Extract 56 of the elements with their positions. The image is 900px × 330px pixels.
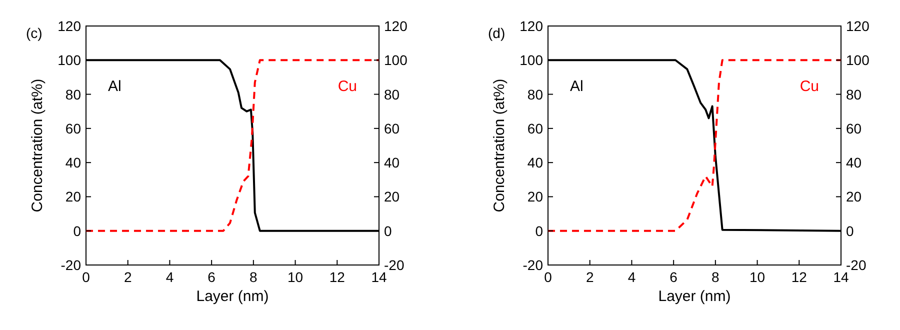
y-tick-label: 120 <box>58 18 82 34</box>
y2-tick-label: 0 <box>846 222 854 239</box>
series-label: Al <box>108 78 122 95</box>
y-tick-label: 0 <box>73 222 82 239</box>
x-tick-label: 8 <box>712 269 720 285</box>
chart-title: (d) <box>488 25 506 41</box>
y-tick-label: 20 <box>527 188 544 205</box>
x-tick-label: 10 <box>749 269 766 285</box>
y2-tick-label: 80 <box>846 86 862 102</box>
y-tick-label: 80 <box>527 86 544 102</box>
y2-tick-label: 40 <box>384 154 400 171</box>
y2-tick-label: 20 <box>846 188 862 205</box>
series-label: Al <box>570 78 584 95</box>
y2-tick-label: 80 <box>384 86 400 102</box>
y2-tick-label: 100 <box>846 52 870 68</box>
series-label: Cu <box>338 78 357 95</box>
y-tick-label: 80 <box>65 86 82 102</box>
x-tick-label: 10 <box>287 269 304 285</box>
x-tick-label: 2 <box>586 269 594 285</box>
y2-tick-label: 40 <box>846 154 862 171</box>
x-tick-label: 6 <box>208 269 216 285</box>
x-axis-title: Layer (nm) <box>658 288 731 305</box>
y-tick-label: 40 <box>65 154 82 171</box>
y2-tick-label: -20 <box>384 257 404 273</box>
x-tick-label: 12 <box>329 269 346 285</box>
y-tick-label: 0 <box>535 222 544 239</box>
y2-tick-label: 20 <box>384 188 400 205</box>
y-tick-label: -20 <box>60 257 82 273</box>
y2-tick-label: 60 <box>384 120 400 136</box>
y-axis-title: Concentration (at%) <box>491 78 508 212</box>
y2-tick-label: 60 <box>846 120 862 136</box>
x-tick-label: 12 <box>791 269 808 285</box>
y-tick-label: 100 <box>58 52 82 68</box>
y2-tick-label: 120 <box>846 18 870 34</box>
y-tick-label: 120 <box>520 18 544 34</box>
x-tick-label: 8 <box>250 269 258 285</box>
y-tick-label: 40 <box>527 154 544 171</box>
series-label: Cu <box>800 78 819 95</box>
x-tick-label: 4 <box>166 269 174 285</box>
x-tick-label: 6 <box>670 269 678 285</box>
y-tick-label: -20 <box>522 257 544 273</box>
y-axis-title: Concentration (at%) <box>29 78 46 212</box>
y-tick-label: 20 <box>65 188 82 205</box>
x-axis-title: Layer (nm) <box>196 288 269 305</box>
y2-tick-label: 120 <box>384 18 408 34</box>
chart-title: (c) <box>26 25 42 41</box>
x-tick-label: 2 <box>124 269 132 285</box>
y-tick-label: 60 <box>527 120 544 136</box>
x-tick-label: 14 <box>833 269 849 285</box>
x-tick-label: 4 <box>628 269 636 285</box>
y2-tick-label: 0 <box>384 222 392 239</box>
y-tick-label: 60 <box>65 120 82 136</box>
y-tick-label: 100 <box>520 52 544 68</box>
x-tick-label: 14 <box>371 269 387 285</box>
y2-tick-label: 100 <box>384 52 408 68</box>
y2-tick-label: -20 <box>846 257 866 273</box>
